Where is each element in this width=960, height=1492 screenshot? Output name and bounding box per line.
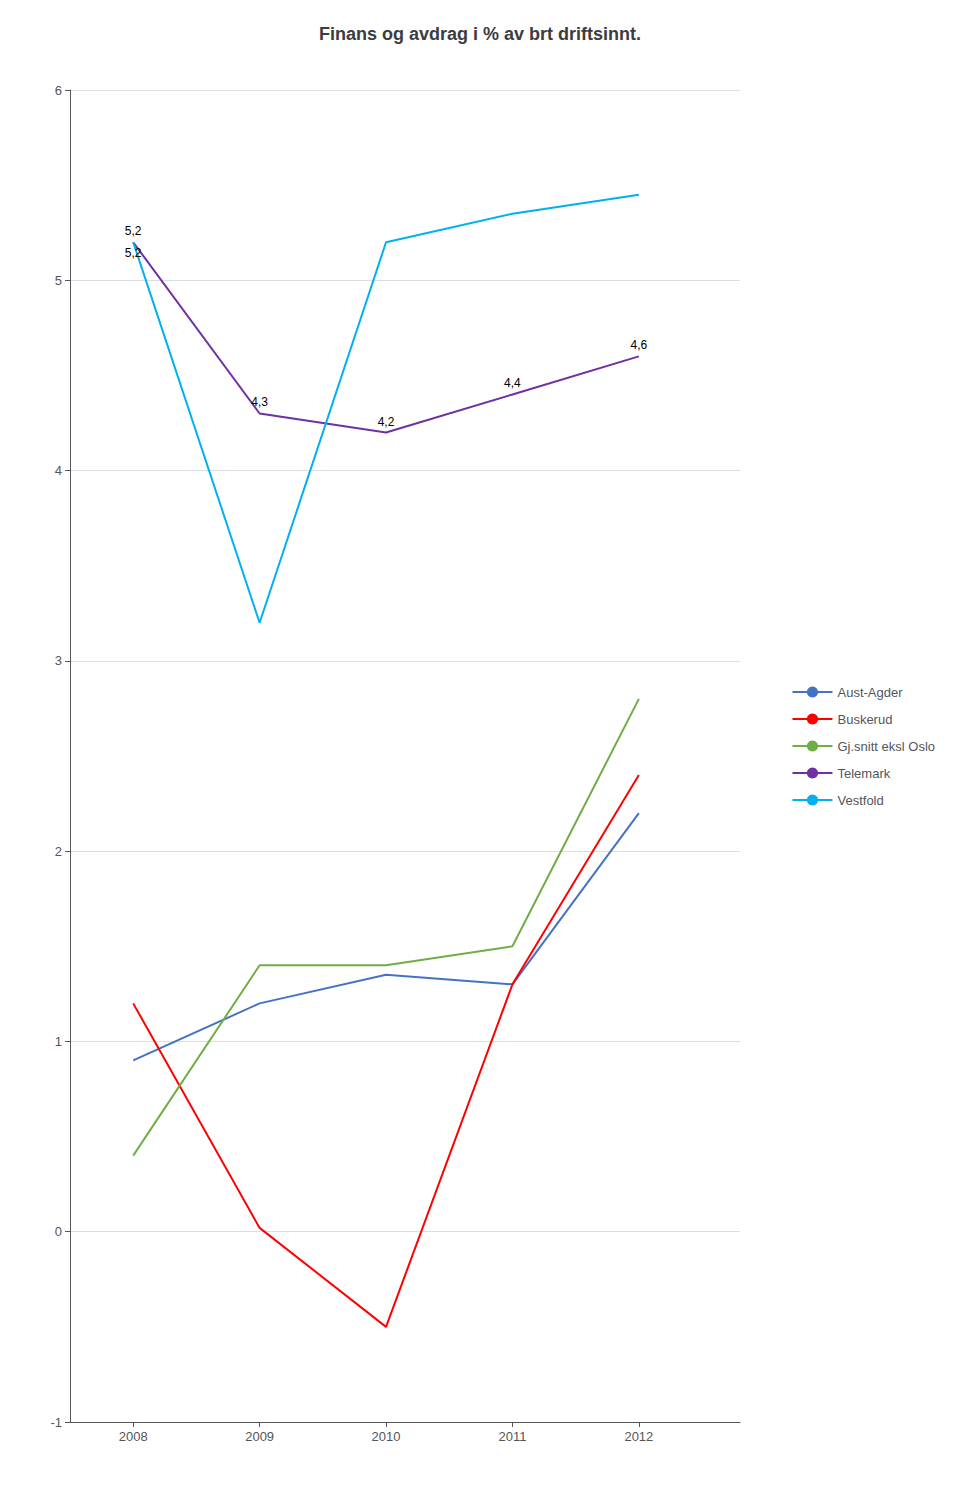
svg-text:Buskerud: Buskerud xyxy=(837,712,892,727)
svg-text:2011: 2011 xyxy=(498,1429,526,1444)
svg-text:Vestfold: Vestfold xyxy=(837,793,883,808)
svg-text:4: 4 xyxy=(55,463,62,478)
svg-text:4,3: 4,3 xyxy=(251,395,268,409)
svg-text:5,2: 5,2 xyxy=(125,246,142,260)
svg-text:5: 5 xyxy=(55,273,62,288)
svg-text:3: 3 xyxy=(55,653,62,668)
svg-text:2: 2 xyxy=(55,844,62,859)
svg-text:-1: -1 xyxy=(50,1415,62,1430)
svg-text:6: 6 xyxy=(55,83,62,98)
svg-text:0: 0 xyxy=(55,1224,62,1239)
svg-text:Gj.snitt eksl Oslo: Gj.snitt eksl Oslo xyxy=(837,739,935,754)
svg-text:4,4: 4,4 xyxy=(504,376,521,390)
svg-text:2008: 2008 xyxy=(119,1429,148,1444)
svg-text:Aust-Agder: Aust-Agder xyxy=(837,685,903,700)
svg-text:1: 1 xyxy=(55,1034,62,1049)
svg-text:Telemark: Telemark xyxy=(837,766,890,781)
svg-text:2012: 2012 xyxy=(624,1429,653,1444)
svg-text:Finans og avdrag i % av brt dr: Finans og avdrag i % av brt driftsinnt. xyxy=(319,24,641,44)
svg-text:4,2: 4,2 xyxy=(378,415,395,429)
svg-text:2010: 2010 xyxy=(372,1429,401,1444)
svg-text:2009: 2009 xyxy=(245,1429,274,1444)
svg-text:5,2: 5,2 xyxy=(125,224,142,238)
svg-text:4,6: 4,6 xyxy=(631,338,648,352)
